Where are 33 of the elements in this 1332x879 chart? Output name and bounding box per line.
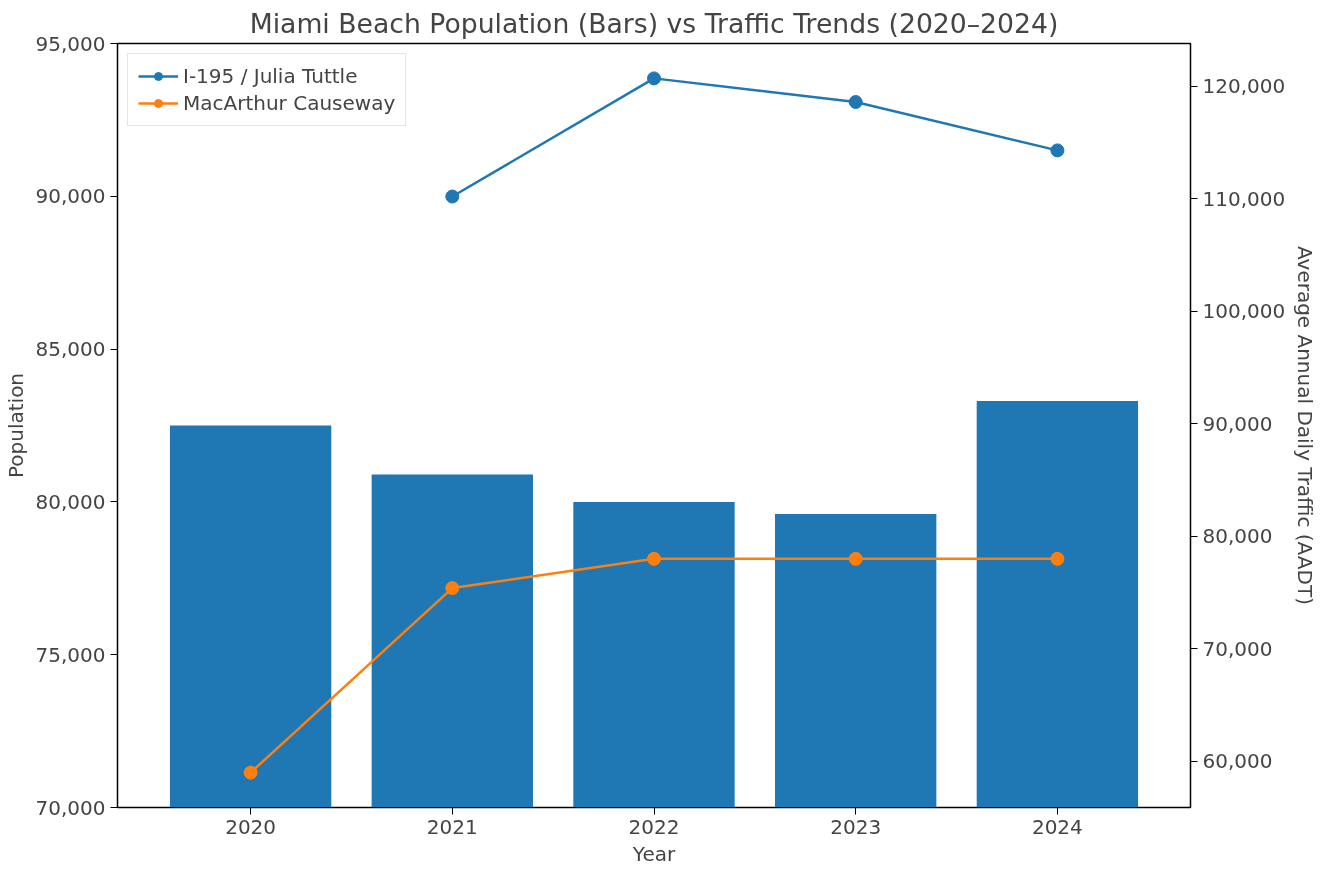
point — [445, 581, 460, 596]
y-tick-label: 70,000 — [35, 795, 106, 820]
point — [243, 765, 258, 780]
y2-tick-label: 120,000 — [1202, 74, 1286, 99]
point — [647, 551, 661, 566]
x-tick-label: 2024 — [1031, 814, 1083, 839]
x-axis-title: Year — [631, 841, 676, 866]
y-axis-title: Population — [3, 372, 28, 479]
y-tick-label: 85,000 — [35, 337, 106, 362]
point — [848, 551, 863, 566]
y2-tick-label: 80,000 — [1202, 524, 1273, 549]
point — [647, 71, 661, 86]
chart-title: Miami Beach Population (Bars) vs Traffic Trends (2020–2024) — [249, 7, 1059, 39]
y2-tick-label: 90,000 — [1202, 411, 1273, 436]
legend-label: I-195 / Julia Tuttle — [183, 64, 358, 88]
y2-tick-label: 70,000 — [1202, 636, 1273, 661]
y2-tick-label: 60,000 — [1202, 749, 1273, 774]
x-tick-label: 2020 — [225, 814, 277, 839]
x-tick-label: 2022 — [628, 814, 680, 839]
point — [1050, 143, 1065, 158]
point — [848, 95, 863, 109]
y2-tick-label: 110,000 — [1202, 186, 1286, 211]
x-tick-label: 2021 — [426, 814, 478, 839]
y-tick-label: 90,000 — [35, 184, 106, 209]
point — [1050, 551, 1065, 566]
y-tick-label: 80,000 — [35, 489, 106, 514]
legend-label: MacArthur Causeway — [183, 91, 396, 115]
y2-tick-label: 100,000 — [1202, 299, 1286, 324]
y2-axis-title: Average Annual Daily Traffic (AADT) — [1293, 246, 1318, 605]
x-tick-label: 2023 — [830, 814, 882, 839]
point — [445, 189, 460, 204]
y-tick-label: 95,000 — [35, 31, 106, 56]
y-tick-label: 75,000 — [35, 642, 106, 667]
